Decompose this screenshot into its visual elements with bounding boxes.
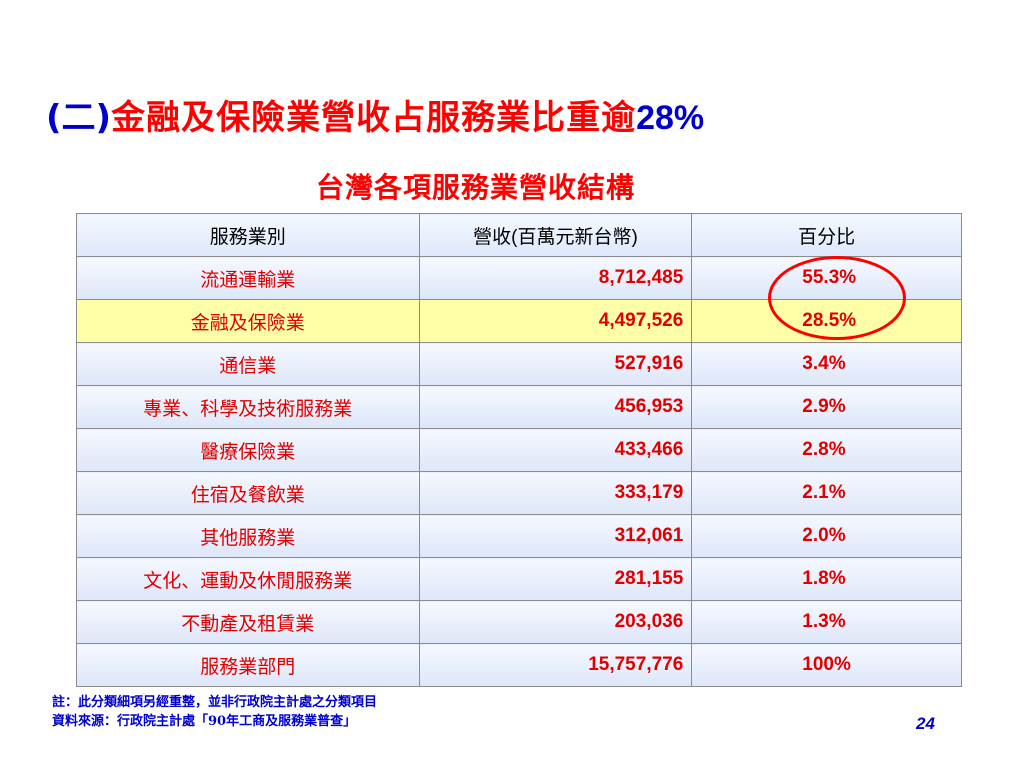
percent-cell: 2.1% bbox=[691, 471, 962, 515]
table-row: 專業、科學及技術服務業 456,953 2.9% bbox=[76, 385, 962, 429]
footnote: 註：此分類細項另經重整，並非行政院主計處之分類項目 資料來源：行政院主計處「90… bbox=[52, 693, 377, 731]
title-percentage: 28% bbox=[636, 99, 705, 137]
title-text: 金融及保險業營收占服務業比重逾 bbox=[111, 98, 637, 138]
revenue-cell: 8,712,485 bbox=[418, 256, 693, 300]
category-cell: 其他服務業 bbox=[76, 514, 420, 558]
table-row-highlighted: 金融及保險業 4,497,526 28.5% bbox=[76, 299, 962, 343]
table-row: 不動產及租賃業 203,036 1.3% bbox=[76, 600, 962, 644]
slide-title: (二)金融及保險業營收占服務業比重逾28% bbox=[46, 96, 704, 140]
header-revenue-paren-open: ( bbox=[511, 226, 518, 248]
revenue-cell: 456,953 bbox=[418, 385, 693, 429]
percent-cell: 28.5% bbox=[691, 299, 962, 343]
category-cell: 通信業 bbox=[76, 342, 420, 386]
table-row: 其他服務業 312,061 2.0% bbox=[76, 514, 962, 558]
category-cell: 專業、科學及技術服務業 bbox=[76, 385, 420, 429]
page-number: 24 bbox=[916, 714, 935, 733]
category-cell: 住宿及餐飲業 bbox=[76, 471, 420, 515]
revenue-cell: 203,036 bbox=[418, 600, 693, 644]
percent-cell: 2.0% bbox=[691, 514, 962, 558]
category-cell: 流通運輸業 bbox=[76, 256, 420, 300]
table-row: 文化、運動及休閒服務業 281,155 1.8% bbox=[76, 557, 962, 601]
table-header-row: 服務業別 營收(百萬元新台幣) 百分比 bbox=[76, 213, 962, 257]
revenue-cell: 4,497,526 bbox=[418, 299, 693, 343]
category-cell: 醫療保險業 bbox=[76, 428, 420, 472]
category-cell: 服務業部門 bbox=[76, 643, 420, 687]
percent-cell: 2.9% bbox=[691, 385, 962, 429]
footnote-note: 註：此分類細項另經重整，並非行政院主計處之分類項目 bbox=[52, 695, 378, 710]
revenue-cell: 333,179 bbox=[418, 471, 693, 515]
header-percent: 百分比 bbox=[691, 213, 962, 257]
category-cell: 不動產及租賃業 bbox=[76, 600, 420, 644]
header-revenue-paren-close: ) bbox=[631, 226, 638, 248]
header-revenue-unit: 百萬元新台幣 bbox=[517, 225, 632, 248]
revenue-table: 服務業別 營收(百萬元新台幣) 百分比 流通運輸業 8,712,485 55.3… bbox=[76, 213, 962, 687]
table-row: 通信業 527,916 3.4% bbox=[76, 342, 962, 386]
revenue-cell: 433,466 bbox=[418, 428, 693, 472]
table-row-total: 服務業部門 15,757,776 100% bbox=[76, 643, 962, 687]
category-cell: 文化、運動及休閒服務業 bbox=[76, 557, 420, 601]
revenue-cell: 281,155 bbox=[418, 557, 693, 601]
header-revenue: 營收(百萬元新台幣) bbox=[418, 213, 693, 257]
percent-cell: 1.8% bbox=[691, 557, 962, 601]
header-category: 服務業別 bbox=[76, 213, 420, 257]
title-section-number: (二) bbox=[46, 98, 112, 138]
table-row: 住宿及餐飲業 333,179 2.1% bbox=[76, 471, 962, 515]
table-row: 流通運輸業 8,712,485 55.3% bbox=[76, 256, 962, 300]
category-cell: 金融及保險業 bbox=[76, 299, 420, 343]
table-title: 台灣各項服務業營收結構 bbox=[316, 171, 636, 204]
table-row: 醫療保險業 433,466 2.8% bbox=[76, 428, 962, 472]
percent-cell: 55.3% bbox=[691, 256, 962, 300]
revenue-cell: 15,757,776 bbox=[418, 643, 693, 687]
footnote-source: 資料來源：行政院主計處「90年工商及服務業普查」 bbox=[52, 714, 357, 729]
revenue-cell: 312,061 bbox=[418, 514, 693, 558]
revenue-cell: 527,916 bbox=[418, 342, 693, 386]
percent-cell: 2.8% bbox=[691, 428, 962, 472]
percent-cell: 100% bbox=[691, 643, 962, 687]
header-revenue-prefix: 營收 bbox=[473, 225, 512, 248]
percent-cell: 3.4% bbox=[691, 342, 962, 386]
percent-cell: 1.3% bbox=[691, 600, 962, 644]
